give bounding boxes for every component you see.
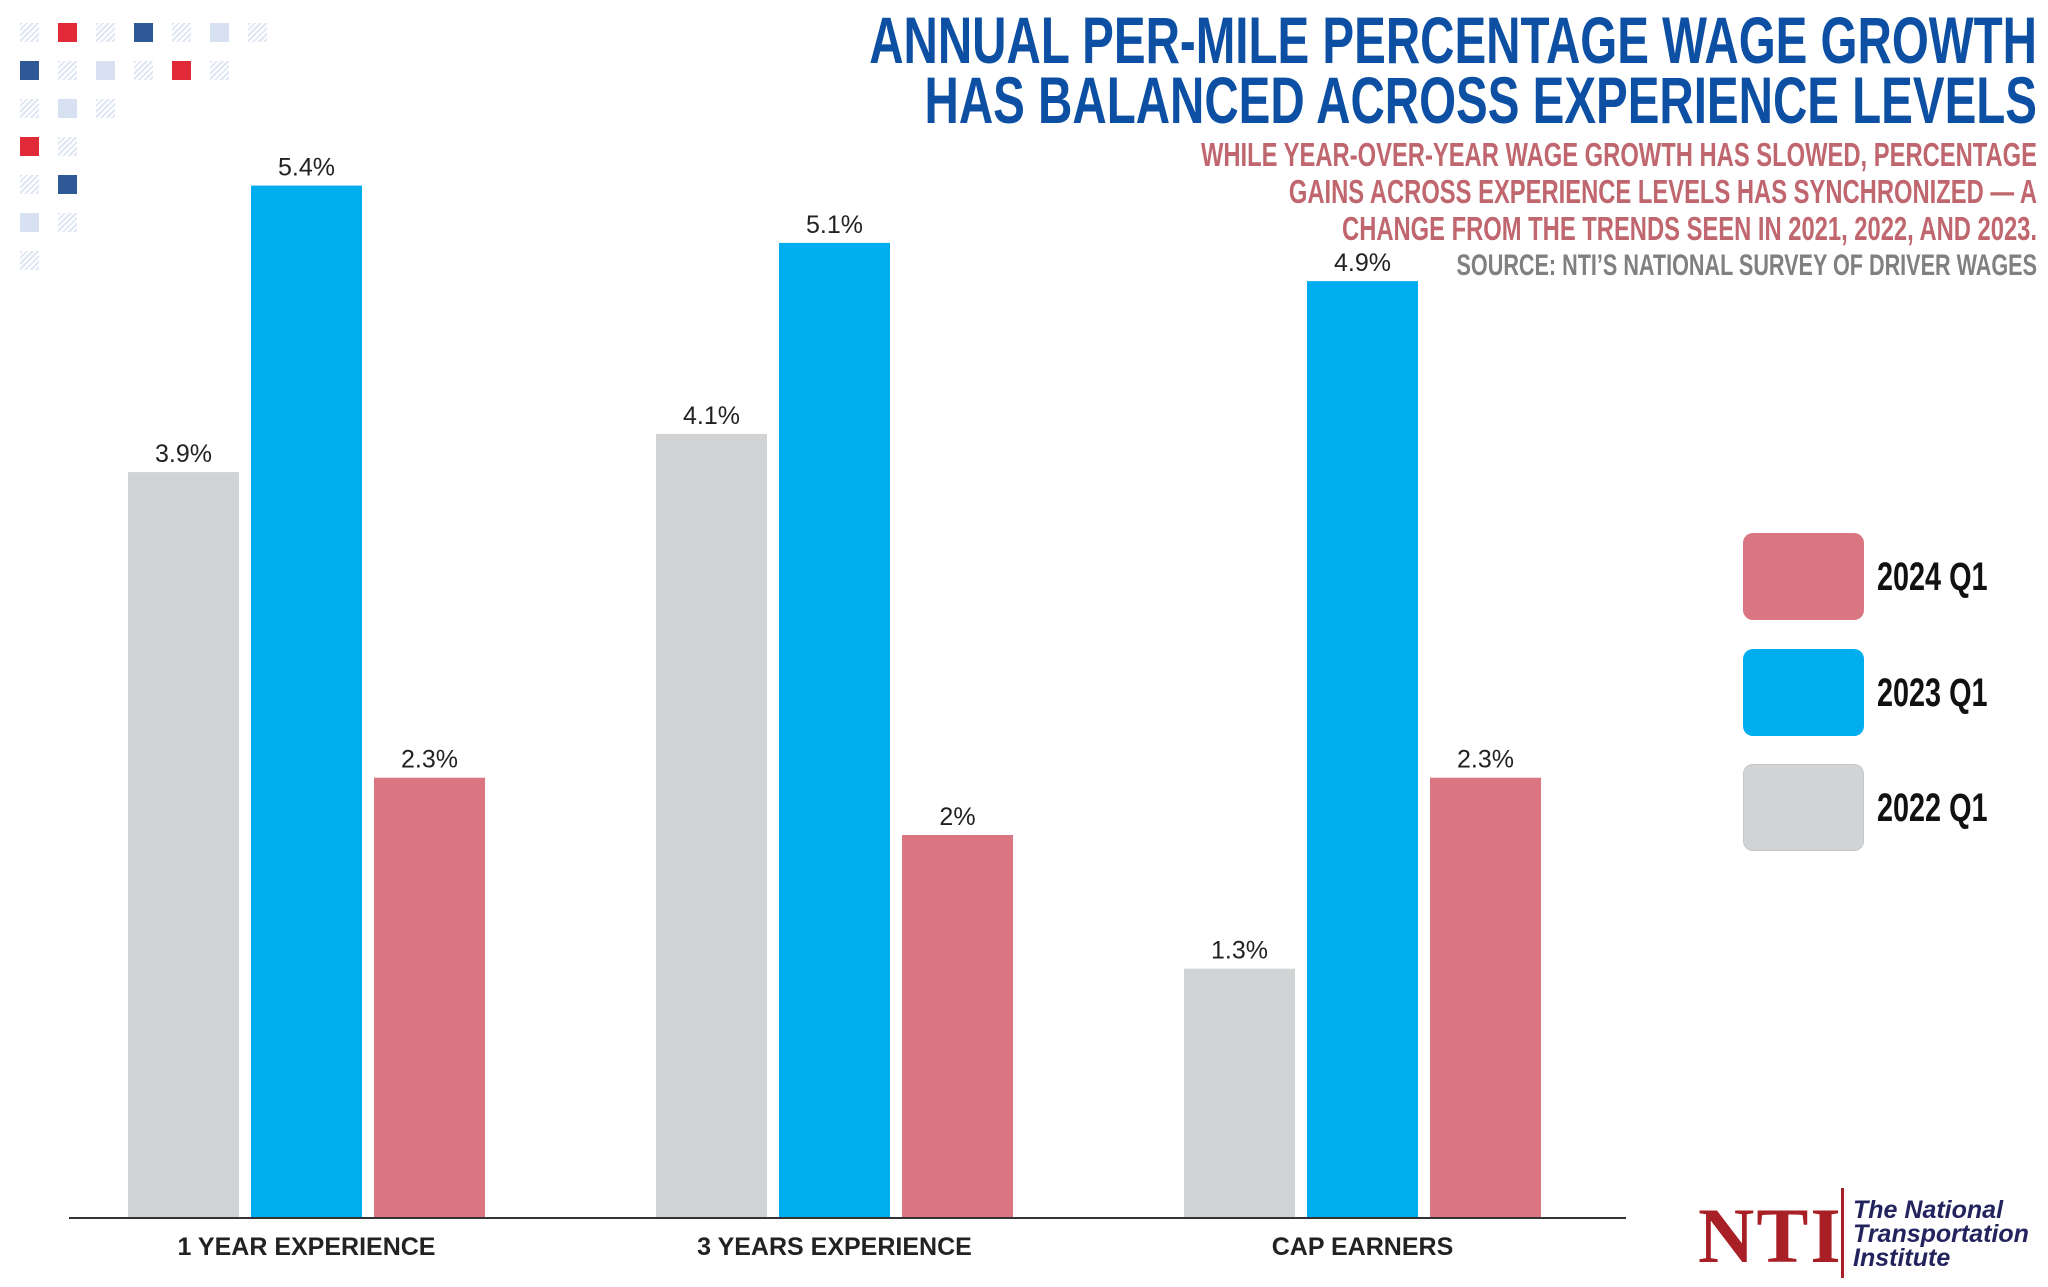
- nti-logo: NTI The National Transportation Institut…: [1698, 1188, 2048, 1280]
- subtitle-line-1: WHILE YEAR-OVER-YEAR WAGE GROWTH HAS SLO…: [1200, 136, 2037, 173]
- legend-label: 2023 Q1: [1877, 671, 1988, 715]
- bar-2024-q1: [902, 835, 1013, 1217]
- data-label: 3.9%: [155, 440, 212, 468]
- chart-title-line-1: ANNUAL PER-MILE PERCENTAGE WAGE GROWTH: [869, 3, 2037, 77]
- data-label: 2%: [939, 803, 975, 831]
- legend-item-2024-q1: 2024 Q1: [1743, 533, 2048, 621]
- decorative-square: [134, 61, 153, 80]
- legend-swatch: [1743, 533, 1864, 620]
- decorative-square: [172, 61, 191, 80]
- decorative-square: [20, 175, 39, 194]
- source-note: SOURCE: NTI’S NATIONAL SURVEY OF DRIVER …: [1456, 249, 2037, 282]
- logo-name: The National Transportation Institute: [1853, 1196, 2029, 1272]
- decorative-square: [58, 137, 77, 156]
- logo-name-line: Transportation: [1853, 1220, 2029, 1248]
- bar-2024-q1: [1430, 777, 1541, 1217]
- chart-title-line-2: HAS BALANCED ACROSS EXPERIENCE LEVELS: [924, 63, 2037, 137]
- legend-label: 2024 Q1: [1877, 555, 1988, 599]
- decorative-square: [96, 61, 115, 80]
- bar-2023-q1: [1307, 281, 1418, 1218]
- data-label: 1.3%: [1211, 937, 1268, 965]
- bar-2024-q1: [374, 777, 485, 1217]
- legend-label: 2022 Q1: [1877, 786, 1988, 830]
- data-label: 4.1%: [683, 402, 740, 430]
- decorative-square: [20, 99, 39, 118]
- data-label: 5.4%: [278, 154, 335, 182]
- decorative-square: [20, 137, 39, 156]
- header: ANNUAL PER-MILE PERCENTAGE WAGE GROWTH H…: [37, 3, 2037, 285]
- bar-2022-q1: [1184, 968, 1295, 1217]
- subtitle-line-3: CHANGE FROM THE TRENDS SEEN IN 2021, 202…: [1342, 210, 2037, 247]
- decorative-square: [20, 61, 39, 80]
- bar-2023-q1: [251, 185, 362, 1218]
- decorative-square: [58, 175, 77, 194]
- decorative-square: [96, 23, 115, 42]
- category-label: 3 YEARS EXPERIENCE: [697, 1233, 972, 1261]
- decorative-square: [58, 213, 77, 232]
- legend-swatch: [1743, 764, 1864, 851]
- category-label: CAP EARNERS: [1272, 1233, 1454, 1261]
- logo-name-line: The National: [1853, 1196, 2004, 1224]
- decorative-square: [248, 23, 267, 42]
- data-label: 2.3%: [401, 746, 458, 774]
- data-label: 4.9%: [1334, 249, 1391, 277]
- decorative-square: [134, 23, 153, 42]
- bar-2023-q1: [779, 242, 890, 1217]
- subtitle-line-2: GAINS ACROSS EXPERIENCE LEVELS HAS SYNCH…: [1288, 173, 2037, 210]
- legend-item-2023-q1: 2023 Q1: [1743, 649, 2048, 737]
- legend-swatch: [1743, 649, 1864, 736]
- decorative-square: [96, 99, 115, 118]
- logo-name-line: Institute: [1853, 1244, 1951, 1272]
- bar-2022-q1: [656, 433, 767, 1217]
- decorative-square: [20, 251, 39, 270]
- decorative-square: [210, 23, 229, 42]
- decorative-square: [210, 61, 229, 80]
- logo-divider: [1841, 1188, 1844, 1278]
- decorative-square: [58, 99, 77, 118]
- data-label: 5.1%: [806, 211, 863, 239]
- category-label: 1 YEAR EXPERIENCE: [178, 1233, 436, 1261]
- decorative-square: [172, 23, 191, 42]
- bar-2022-q1: [128, 472, 239, 1218]
- decorative-square: [20, 213, 39, 232]
- decorative-square: [58, 23, 77, 42]
- data-label: 2.3%: [1457, 746, 1514, 774]
- legend-item-2022-q1: 2022 Q1: [1743, 764, 2048, 852]
- decorative-square: [58, 61, 77, 80]
- decorative-square: [20, 23, 39, 42]
- logo-mark: NTI: [1698, 1192, 1843, 1279]
